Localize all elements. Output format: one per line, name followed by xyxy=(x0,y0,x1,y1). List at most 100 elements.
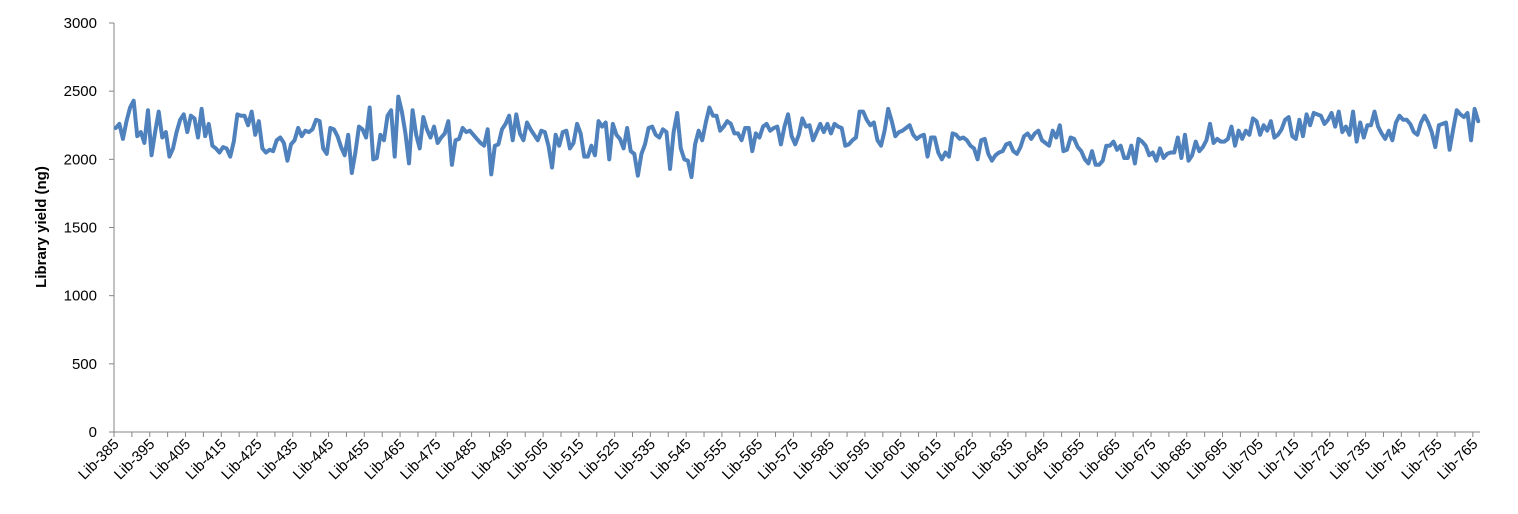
data-point xyxy=(1366,124,1369,127)
data-point xyxy=(518,132,521,135)
x-axis: Lib-385Lib-395Lib-405Lib-415Lib-425Lib-4… xyxy=(75,431,1481,483)
data-point xyxy=(1327,118,1330,121)
data-point xyxy=(275,139,278,142)
data-point xyxy=(1055,136,1058,139)
data-point xyxy=(765,122,768,125)
data-point xyxy=(218,151,221,154)
data-point xyxy=(919,135,922,138)
data-point xyxy=(926,155,929,158)
data-point xyxy=(947,155,950,158)
data-point xyxy=(694,143,697,146)
data-point xyxy=(486,128,489,131)
data-point xyxy=(300,135,303,138)
data-point xyxy=(150,154,153,157)
data-point xyxy=(901,129,904,132)
data-point xyxy=(290,143,293,146)
data-point xyxy=(1148,154,1151,157)
data-point xyxy=(998,151,1001,154)
data-point xyxy=(1158,147,1161,150)
data-point xyxy=(1316,113,1319,116)
data-point xyxy=(690,176,693,179)
data-point xyxy=(450,163,453,166)
data-point xyxy=(1065,148,1068,151)
data-point xyxy=(729,122,732,125)
data-point xyxy=(540,129,543,132)
data-point xyxy=(704,121,707,124)
data-point xyxy=(626,126,629,129)
data-point xyxy=(679,147,682,150)
data-point xyxy=(429,136,432,139)
data-point xyxy=(1266,129,1269,132)
data-point xyxy=(1337,110,1340,113)
data-point xyxy=(1173,151,1176,154)
data-point xyxy=(1087,162,1090,165)
data-point xyxy=(622,147,625,150)
y-tick-label: 1500 xyxy=(64,220,97,237)
data-point xyxy=(529,128,532,131)
data-point xyxy=(869,124,872,127)
data-point xyxy=(179,118,182,121)
data-point xyxy=(858,110,861,113)
data-point xyxy=(254,133,257,136)
data-point xyxy=(1234,144,1237,147)
data-point xyxy=(1434,146,1437,149)
data-point xyxy=(568,147,571,150)
data-point xyxy=(937,151,940,154)
data-point xyxy=(686,159,689,162)
y-tick-label: 500 xyxy=(72,356,97,373)
data-point xyxy=(440,136,443,139)
data-point xyxy=(833,122,836,125)
data-point xyxy=(139,131,142,134)
data-point xyxy=(1191,154,1194,157)
data-point xyxy=(1073,137,1076,140)
data-point xyxy=(1040,139,1043,142)
data-point xyxy=(876,139,879,142)
data-point xyxy=(189,114,192,117)
data-point xyxy=(1201,146,1204,149)
data-point xyxy=(386,114,389,117)
data-point xyxy=(1394,121,1397,124)
data-point xyxy=(640,152,643,155)
data-point xyxy=(1312,111,1315,114)
data-point xyxy=(1133,162,1136,165)
data-point xyxy=(1012,150,1015,153)
data-point xyxy=(726,120,729,123)
data-point xyxy=(1015,152,1018,155)
data-point xyxy=(164,131,167,134)
data-point xyxy=(958,137,961,140)
data-point xyxy=(1019,146,1022,149)
data-point xyxy=(161,136,164,139)
data-point xyxy=(1262,124,1265,127)
data-point xyxy=(651,125,654,128)
data-point xyxy=(1287,116,1290,119)
data-point xyxy=(261,147,264,150)
data-point xyxy=(1058,124,1061,127)
data-point xyxy=(797,133,800,136)
data-point xyxy=(493,144,496,147)
data-point xyxy=(1123,156,1126,159)
data-point xyxy=(794,143,797,146)
data-point xyxy=(157,110,160,113)
data-point xyxy=(1130,144,1133,147)
data-point xyxy=(1166,152,1169,155)
data-point xyxy=(443,132,446,135)
data-point xyxy=(1069,136,1072,139)
data-point xyxy=(572,141,575,144)
data-point xyxy=(883,129,886,132)
data-point xyxy=(586,155,589,158)
data-point xyxy=(633,152,636,155)
data-point xyxy=(247,124,250,127)
data-point xyxy=(1162,156,1165,159)
data-point xyxy=(1198,150,1201,153)
data-point xyxy=(1470,139,1473,142)
data-point xyxy=(647,126,650,129)
data-point xyxy=(1212,141,1215,144)
data-point xyxy=(1108,144,1111,147)
data-point xyxy=(1391,139,1394,142)
data-point xyxy=(483,144,486,147)
data-point xyxy=(565,129,568,132)
data-point xyxy=(1076,146,1079,149)
data-point xyxy=(804,125,807,128)
data-point xyxy=(590,144,593,147)
data-point xyxy=(1209,122,1212,125)
